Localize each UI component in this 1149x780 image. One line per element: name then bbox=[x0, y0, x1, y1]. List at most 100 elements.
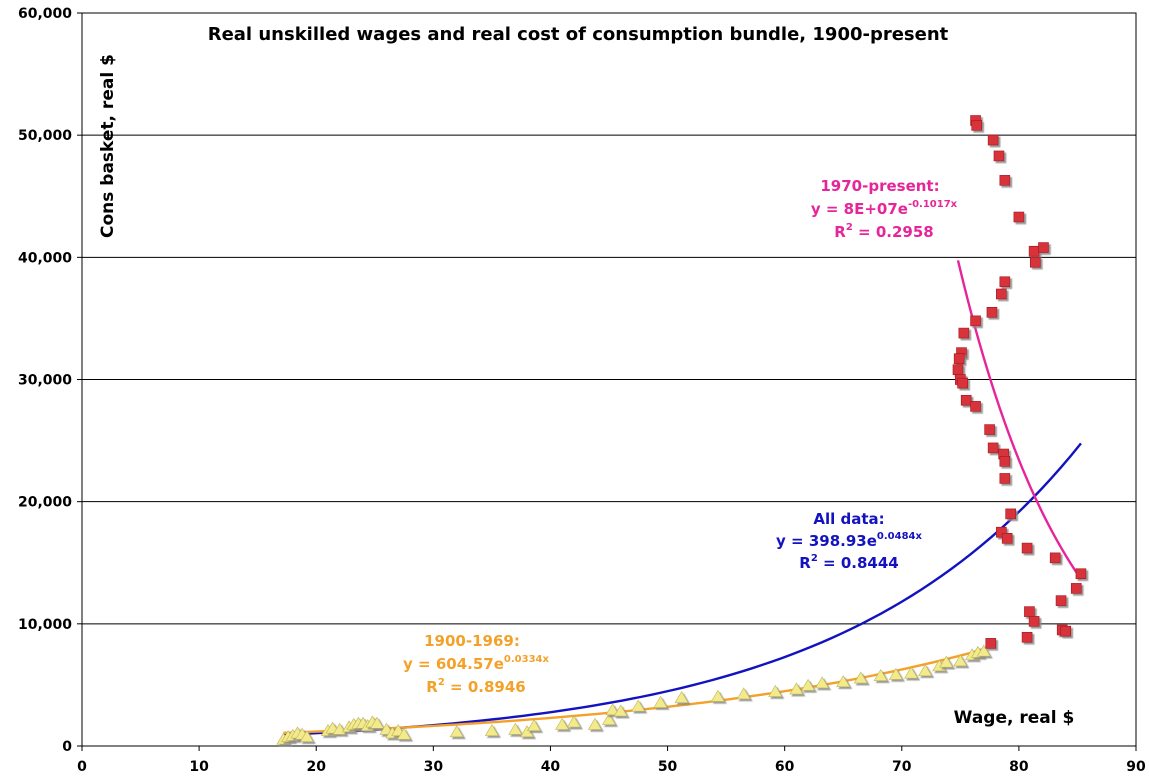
marker-1970-present-21 bbox=[984, 424, 995, 435]
y-tick-label-4: 40,000 bbox=[18, 250, 72, 266]
marker-1900-1969-34 bbox=[710, 689, 725, 702]
marker-1900-1969-25 bbox=[555, 717, 570, 730]
marker-1970-present-2 bbox=[987, 134, 999, 146]
marker-1970-present-15 bbox=[953, 353, 965, 365]
chart-title: Real unskilled wages and real cost of co… bbox=[208, 24, 949, 45]
marker-1970-present-32 bbox=[1070, 583, 1082, 594]
marker-1900-1969-29 bbox=[605, 703, 620, 716]
marker-1900-1969-48 bbox=[953, 654, 968, 667]
y-axis-ticks: 0 10,000 20,000 30,000 40,000 50,000 60,000 bbox=[18, 6, 82, 755]
marker-1970-present-20 bbox=[970, 401, 981, 412]
marker-1970-present-24 bbox=[999, 456, 1011, 467]
marker-1970-present-22 bbox=[987, 442, 999, 454]
marker-1970-present-30 bbox=[1049, 552, 1061, 564]
x-tick-label-3: 30 bbox=[424, 759, 444, 775]
marker-1900-1969-37 bbox=[789, 682, 804, 695]
marker-1900-1969-42 bbox=[873, 669, 888, 681]
trendline-2 bbox=[956, 260, 1082, 580]
marker-1970-present-8 bbox=[1038, 242, 1049, 253]
x-tick-label-8: 80 bbox=[1009, 759, 1029, 775]
marker-1970-present-11 bbox=[986, 307, 998, 318]
marker-1970-present-13 bbox=[958, 327, 970, 339]
marker-1900-1969-47 bbox=[939, 655, 954, 668]
marker-1970-present-7 bbox=[1029, 256, 1041, 268]
marker-1900-1969-24 bbox=[527, 719, 542, 732]
marker-1970-present-5 bbox=[1013, 211, 1025, 223]
marker-1970-present-34 bbox=[1024, 606, 1035, 617]
x-tick-label-7: 70 bbox=[892, 759, 912, 775]
marker-1900-1969-40 bbox=[836, 675, 851, 688]
marker-1970-present-3 bbox=[993, 150, 1005, 162]
annotation-early-equation: y = 604.57e0.0334x bbox=[403, 654, 549, 673]
x-tick-label-2: 20 bbox=[306, 759, 326, 775]
marker-1970-present-27 bbox=[996, 526, 1007, 538]
marker-1970-present-4 bbox=[999, 175, 1011, 186]
marker-1970-present-12 bbox=[970, 315, 981, 327]
trendline-1 bbox=[283, 648, 985, 735]
marker-1970-present-33 bbox=[1055, 595, 1067, 606]
marker-1900-1969-23 bbox=[519, 725, 535, 738]
marker-1900-1969-41 bbox=[853, 671, 868, 684]
annotation-late-r2: R2 = 0.2958 bbox=[834, 222, 933, 241]
marker-1900-1969-27 bbox=[587, 717, 602, 730]
marker-1900-1969-21 bbox=[484, 724, 499, 736]
gridlines bbox=[82, 134, 1136, 625]
marker-1970-present-29 bbox=[1021, 542, 1033, 554]
marker-1970-present-19 bbox=[960, 394, 972, 406]
marker-1900-1969-43 bbox=[888, 667, 903, 680]
x-tick-label-9: 90 bbox=[1126, 759, 1146, 775]
marker-1970-present-28 bbox=[1001, 533, 1013, 544]
annotation-early: 1900-1969: y = 604.57e0.0334x R2 = 0.894… bbox=[403, 632, 549, 696]
marker-1900-1969-20 bbox=[449, 725, 464, 738]
y-axis-label: Cons basket, real $ bbox=[98, 54, 118, 238]
marker-1970-present-1 bbox=[971, 120, 983, 131]
y-tick-label-1: 10,000 bbox=[18, 617, 72, 633]
x-tick-label-1: 10 bbox=[189, 759, 209, 775]
x-axis-label: Wage, real $ bbox=[954, 708, 1075, 728]
marker-1970-present-16 bbox=[952, 364, 964, 376]
annotation-early-title: 1900-1969: bbox=[424, 632, 520, 650]
annotation-all-title: All data: bbox=[813, 510, 884, 528]
marker-1900-1969-33 bbox=[674, 691, 689, 703]
marker-1900-1969-30 bbox=[613, 704, 628, 717]
marker-1970-present-35 bbox=[1028, 616, 1040, 627]
marker-1970-present-18 bbox=[957, 377, 968, 389]
marker-1900-1969-15 bbox=[370, 716, 385, 729]
annotation-late-equation: y = 8E+07e-0.1017x bbox=[811, 199, 958, 218]
y-tick-label-2: 20,000 bbox=[18, 495, 72, 511]
marker-1970-present-31 bbox=[1075, 568, 1087, 580]
marker-1900-1969-32 bbox=[653, 695, 668, 708]
marker-1900-1969-51 bbox=[976, 644, 991, 657]
y-tick-label-6: 60,000 bbox=[18, 6, 72, 22]
marker-1900-1969-38 bbox=[801, 678, 816, 691]
marker-1900-1969-39 bbox=[815, 676, 830, 689]
x-tick-label-0: 0 bbox=[77, 759, 87, 775]
marker-1900-1969-31 bbox=[631, 699, 646, 712]
x-tick-label-5: 50 bbox=[658, 759, 678, 775]
y-tick-label-5: 50,000 bbox=[18, 128, 72, 144]
marker-1900-1969-44 bbox=[904, 666, 919, 679]
y-tick-label-0: 0 bbox=[62, 739, 72, 755]
x-axis-ticks: 0 10 20 30 40 50 60 70 80 90 bbox=[77, 746, 1146, 775]
marker-1970-present-38 bbox=[1021, 631, 1033, 643]
marker-1900-1969-22 bbox=[508, 722, 523, 735]
marker-1900-1969-19 bbox=[397, 727, 412, 740]
marker-1970-present-10 bbox=[996, 288, 1007, 300]
marker-1970-present-26 bbox=[1005, 508, 1016, 520]
annotation-early-r2: R2 = 0.8946 bbox=[426, 677, 525, 696]
annotation-late-title: 1970-present: bbox=[820, 177, 939, 195]
marker-1970-present-25 bbox=[999, 473, 1011, 484]
y-tick-label-3: 30,000 bbox=[18, 373, 72, 389]
annotation-all: All data: y = 398.93e0.0484x R2 = 0.8444 bbox=[776, 510, 922, 572]
marker-1900-1969-28 bbox=[601, 713, 617, 725]
marker-1970-present-6 bbox=[1028, 245, 1040, 257]
x-tick-label-6: 60 bbox=[775, 759, 795, 775]
annotation-all-r2: R2 = 0.8444 bbox=[799, 553, 898, 572]
marker-1970-present-39 bbox=[985, 638, 997, 649]
x-tick-label-4: 40 bbox=[541, 759, 561, 775]
marker-1900-1969-36 bbox=[768, 684, 783, 697]
marker-1900-1969-35 bbox=[736, 687, 751, 700]
marker-1970-present-37 bbox=[1060, 625, 1072, 637]
trendline-0 bbox=[283, 442, 1082, 736]
